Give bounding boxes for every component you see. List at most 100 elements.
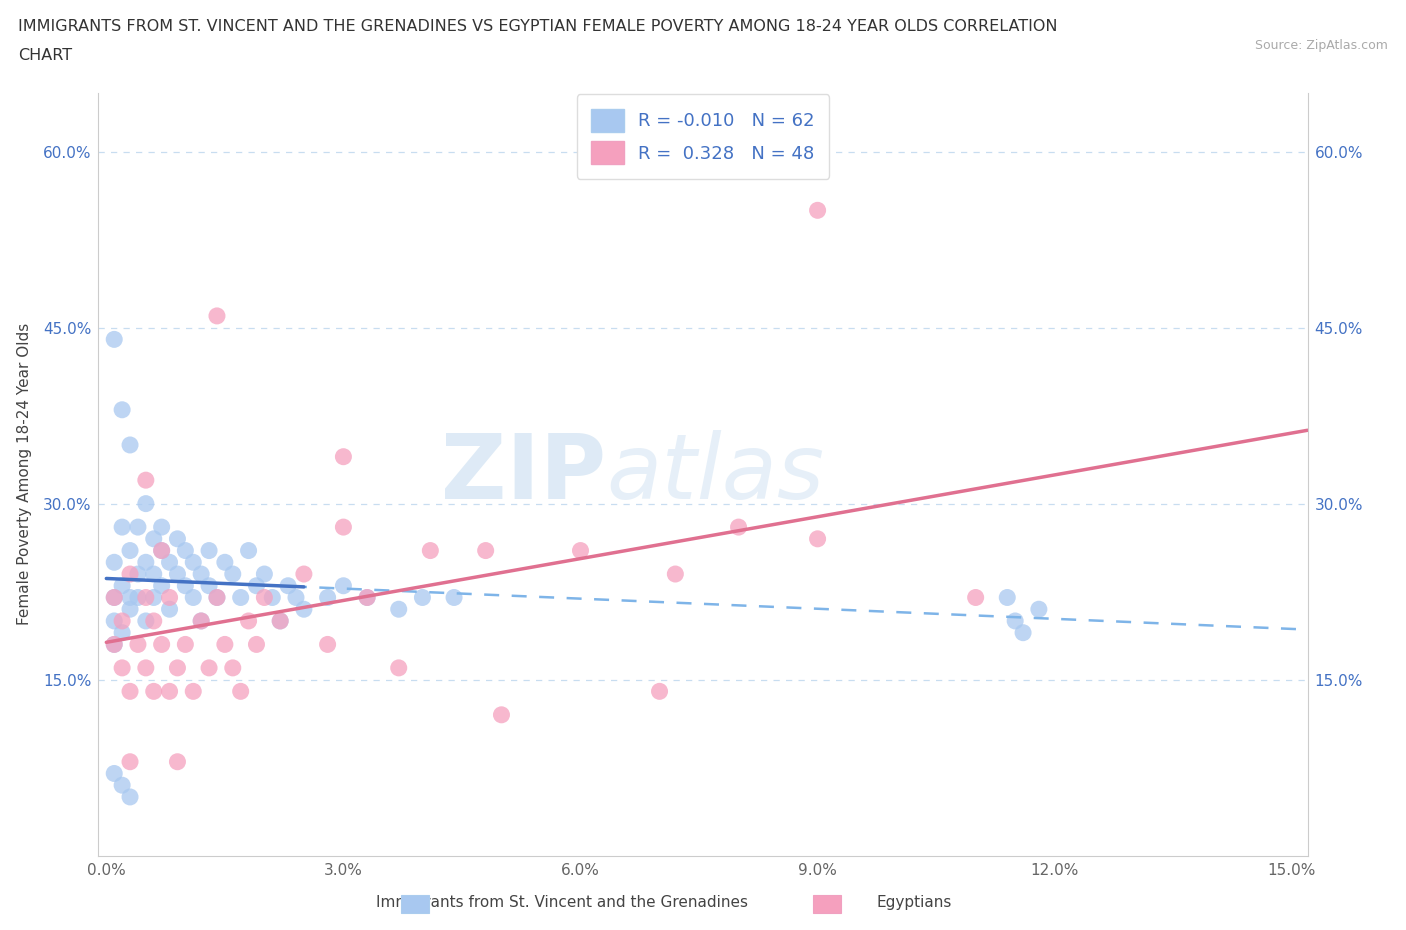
Point [159, 590, 181, 604]
Point [103, 614, 125, 629]
Point [222, 566, 245, 581]
Point [205, 309, 228, 324]
Point [181, 555, 204, 570]
Point [356, 590, 378, 604]
Legend: R = -0.010   N = 62, R =  0.328   N = 48: R = -0.010 N = 62, R = 0.328 N = 48 [576, 95, 830, 179]
Point [111, 578, 134, 593]
Point [253, 590, 276, 604]
Point [118, 590, 141, 604]
Point [205, 590, 228, 604]
Point [135, 497, 157, 512]
Text: atlas: atlas [606, 431, 824, 518]
Point [103, 637, 125, 652]
Point [292, 566, 315, 581]
Point [807, 531, 830, 546]
Point [198, 543, 221, 558]
Point [269, 614, 291, 629]
Point [181, 684, 204, 698]
Point [174, 543, 197, 558]
Point [569, 543, 592, 558]
Point [118, 566, 141, 581]
Point [142, 531, 165, 546]
Point [174, 578, 197, 593]
Point [111, 614, 134, 629]
Point [103, 590, 125, 604]
Point [269, 614, 291, 629]
Point [388, 660, 411, 675]
Point [190, 614, 212, 629]
Point [118, 790, 141, 804]
Point [1028, 602, 1050, 617]
Point [229, 684, 252, 698]
Point [142, 566, 165, 581]
Point [118, 754, 141, 769]
Point [198, 578, 221, 593]
Point [277, 578, 299, 593]
Point [238, 543, 260, 558]
Point [111, 625, 134, 640]
Point [181, 590, 204, 604]
Point [214, 637, 236, 652]
Point [807, 203, 830, 218]
Point [166, 531, 188, 546]
Point [238, 614, 260, 629]
Point [159, 555, 181, 570]
Point [356, 590, 378, 604]
Point [118, 684, 141, 698]
Point [150, 543, 173, 558]
Text: CHART: CHART [18, 48, 72, 63]
Text: IMMIGRANTS FROM ST. VINCENT AND THE GRENADINES VS EGYPTIAN FEMALE POVERTY AMONG : IMMIGRANTS FROM ST. VINCENT AND THE GREN… [18, 19, 1057, 33]
Point [491, 708, 513, 723]
Point [205, 590, 228, 604]
Point [103, 766, 125, 781]
Point [190, 614, 212, 629]
Point [995, 590, 1018, 604]
Point [159, 684, 181, 698]
Point [103, 555, 125, 570]
Point [111, 660, 134, 675]
Point [135, 660, 157, 675]
Point [332, 449, 354, 464]
Point [159, 602, 181, 617]
Point [664, 566, 686, 581]
Point [118, 602, 141, 617]
Text: Immigrants from St. Vincent and the Grenadines: Immigrants from St. Vincent and the Gren… [377, 895, 748, 910]
Point [419, 543, 441, 558]
Point [727, 520, 749, 535]
Point [190, 566, 212, 581]
Point [150, 520, 173, 535]
Point [285, 590, 308, 604]
Point [166, 566, 188, 581]
Point [111, 777, 134, 792]
Text: Egyptians: Egyptians [876, 895, 952, 910]
Point [135, 555, 157, 570]
Point [127, 637, 149, 652]
Point [150, 637, 173, 652]
Point [118, 437, 141, 452]
Point [292, 602, 315, 617]
Point [245, 637, 267, 652]
Point [111, 520, 134, 535]
Point [166, 754, 188, 769]
Point [214, 555, 236, 570]
Text: Source: ZipAtlas.com: Source: ZipAtlas.com [1254, 39, 1388, 52]
Point [135, 614, 157, 629]
Point [388, 602, 411, 617]
Point [316, 637, 339, 652]
Point [103, 590, 125, 604]
Point [316, 590, 339, 604]
Point [135, 472, 157, 487]
Point [332, 578, 354, 593]
Point [332, 520, 354, 535]
Point [135, 590, 157, 604]
Point [111, 403, 134, 418]
Point [245, 578, 267, 593]
Point [150, 578, 173, 593]
Point [474, 543, 496, 558]
Point [1004, 614, 1026, 629]
Point [142, 590, 165, 604]
Y-axis label: Female Poverty Among 18-24 Year Olds: Female Poverty Among 18-24 Year Olds [17, 324, 32, 626]
Point [103, 332, 125, 347]
Point [198, 660, 221, 675]
Point [118, 543, 141, 558]
